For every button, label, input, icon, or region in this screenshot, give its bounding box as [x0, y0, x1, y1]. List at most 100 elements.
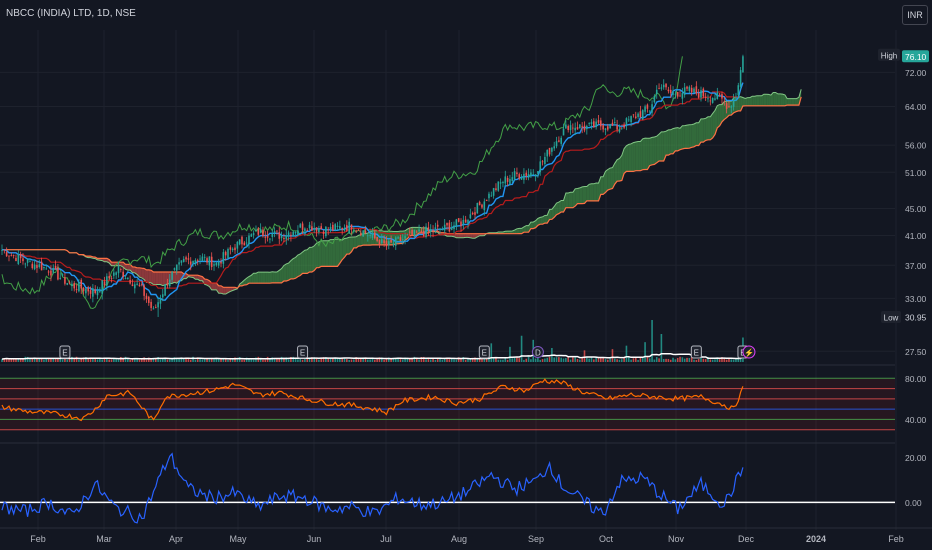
- candle-body: [632, 114, 635, 116]
- cloud-bull-segment: [600, 176, 604, 195]
- candle-body: [669, 89, 672, 93]
- currency-button[interactable]: INR: [902, 5, 928, 25]
- candle-body: [127, 277, 129, 280]
- candle-body: [602, 125, 604, 130]
- volume-bar: [707, 356, 709, 362]
- cloud-bull-segment: [647, 138, 650, 170]
- volume-bar: [313, 357, 316, 362]
- rsi-panel[interactable]: [0, 377, 895, 431]
- candle-body: [350, 224, 353, 230]
- cloud-bull-segment: [614, 159, 618, 185]
- candle-body: [378, 239, 381, 246]
- candle-body: [54, 265, 57, 270]
- cloud-bull-segment: [255, 272, 259, 284]
- volume-bar: [586, 357, 588, 362]
- volume-bar: [681, 357, 684, 362]
- price-tick-label: 27.50: [905, 347, 927, 357]
- cloud-bear-segment: [463, 233, 466, 238]
- volume-bar: [196, 357, 199, 362]
- cloud-bull-segment: [635, 141, 639, 171]
- volume-bar: [68, 358, 71, 362]
- candle-body: [574, 127, 576, 131]
- candle-body: [376, 237, 378, 241]
- cloud-bull-segment: [262, 272, 266, 284]
- cloud-bull-segment: [290, 258, 294, 279]
- candle-body: [124, 278, 127, 279]
- volume-bar: [653, 359, 656, 362]
- volume-bar: [460, 357, 462, 362]
- volume-bar: [392, 357, 395, 362]
- volume-bar: [224, 359, 227, 362]
- volume-bar: [145, 359, 148, 362]
- momentum-line: [1, 452, 744, 524]
- cloud-bear-segment: [458, 233, 462, 238]
- candle-body: [518, 174, 521, 179]
- candles: [1, 54, 744, 318]
- earnings-marker-label: E: [694, 349, 699, 358]
- cloud-bull-segment: [745, 97, 748, 106]
- symbol-title[interactable]: NBCC (INDIA) LTD, 1D, NSE: [6, 8, 136, 19]
- volume-bar: [527, 356, 530, 362]
- candle-body: [639, 111, 642, 118]
- cloud-bull-segment: [689, 124, 692, 149]
- volume-bar: [625, 345, 628, 362]
- cloud-bull-segment: [530, 222, 534, 229]
- candle-body: [33, 264, 36, 270]
- candle-body: [264, 236, 267, 238]
- candle-body: [110, 278, 113, 279]
- candle-body: [427, 227, 430, 231]
- candle-body: [511, 177, 514, 182]
- candle-body: [138, 284, 141, 287]
- low-marker-label: Low: [884, 314, 899, 323]
- candle-body: [707, 98, 709, 100]
- candle-body: [723, 101, 726, 103]
- candle-body: [161, 294, 164, 298]
- candle-body: [714, 98, 716, 100]
- volume-bar: [129, 359, 131, 362]
- cloud-bull-segment: [344, 238, 347, 258]
- volume-bar: [695, 359, 698, 362]
- volume-bar: [600, 357, 602, 362]
- cloud-bull-segment: [749, 96, 753, 106]
- candle-body: [644, 106, 646, 112]
- ichimoku-lines: [1, 56, 802, 310]
- candle-body: [467, 220, 469, 224]
- volume-bar: [203, 359, 206, 362]
- candle-body: [597, 120, 600, 123]
- volume-bar: [702, 358, 705, 362]
- candle-body: [297, 230, 299, 235]
- volume-bar: [250, 359, 253, 362]
- candle-body: [357, 230, 360, 232]
- candle-body: [397, 237, 399, 239]
- candle-body: [255, 229, 257, 231]
- momentum-panel[interactable]: [0, 452, 895, 524]
- volume-bar: [436, 358, 439, 362]
- volume-bar: [399, 359, 402, 362]
- cloud-bull-segment: [791, 98, 795, 106]
- candle-body: [688, 86, 691, 91]
- cloud-bull-segment: [710, 113, 713, 140]
- volume-bar: [213, 359, 215, 362]
- volume-bar: [380, 357, 383, 362]
- earnings-marker: [297, 345, 309, 359]
- volume-bar: [229, 357, 232, 362]
- cloud-bull-segment: [668, 129, 671, 156]
- cloud-bull-segment: [556, 202, 559, 215]
- candle-body: [187, 258, 190, 260]
- cloud-bull-segment: [542, 215, 545, 225]
- cloud-bull-segment: [360, 233, 364, 246]
- candle-body: [676, 92, 679, 97]
- candle-body: [5, 252, 8, 257]
- volume-bar: [22, 358, 24, 362]
- candle-body: [436, 224, 439, 227]
- volume-bar: [278, 358, 281, 362]
- volume-bar: [80, 357, 83, 362]
- candle-body: [413, 229, 416, 237]
- cloud-bull-segment: [654, 136, 657, 165]
- volume-bar: [690, 357, 693, 362]
- cloud-bull-segment: [353, 236, 357, 248]
- price-panel[interactable]: [1, 54, 802, 318]
- volume-bar: [271, 357, 274, 362]
- event-markers[interactable]: EEEDEE⚡: [59, 345, 756, 359]
- cloud-bull-segment: [770, 92, 774, 106]
